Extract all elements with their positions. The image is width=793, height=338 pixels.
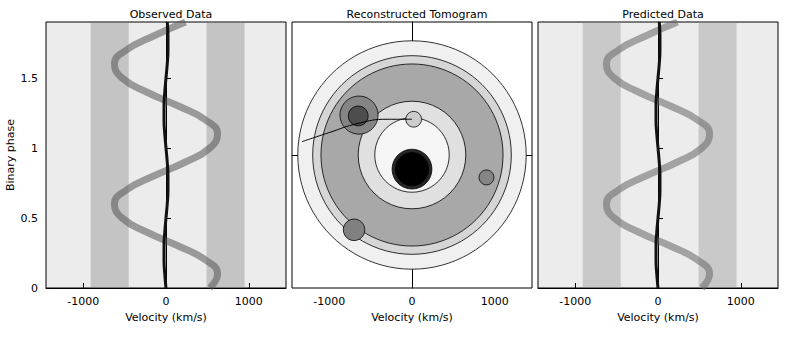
svg-text:0: 0 <box>655 295 662 308</box>
svg-text:0.5: 0.5 <box>21 212 39 225</box>
svg-text:1.5: 1.5 <box>21 72 39 85</box>
svg-text:0: 0 <box>31 282 38 295</box>
svg-text:1000: 1000 <box>235 295 263 308</box>
svg-text:Predicted Data: Predicted Data <box>622 8 703 21</box>
svg-text:Reconstructed Tomogram: Reconstructed Tomogram <box>347 8 488 21</box>
svg-text:-1000: -1000 <box>313 295 345 308</box>
svg-text:-1000: -1000 <box>67 295 99 308</box>
svg-text:Velocity (km/s): Velocity (km/s) <box>371 311 453 324</box>
svg-text:0: 0 <box>163 295 170 308</box>
svg-text:1000: 1000 <box>481 295 509 308</box>
svg-text:Velocity (km/s): Velocity (km/s) <box>617 311 699 324</box>
svg-text:Velocity (km/s): Velocity (km/s) <box>125 311 207 324</box>
svg-text:-1000: -1000 <box>559 295 591 308</box>
svg-text:Binary phase: Binary phase <box>4 119 17 191</box>
svg-text:Observed Data: Observed Data <box>130 8 213 21</box>
svg-text:1000: 1000 <box>727 295 755 308</box>
svg-text:1: 1 <box>31 142 38 155</box>
svg-text:0: 0 <box>409 295 416 308</box>
